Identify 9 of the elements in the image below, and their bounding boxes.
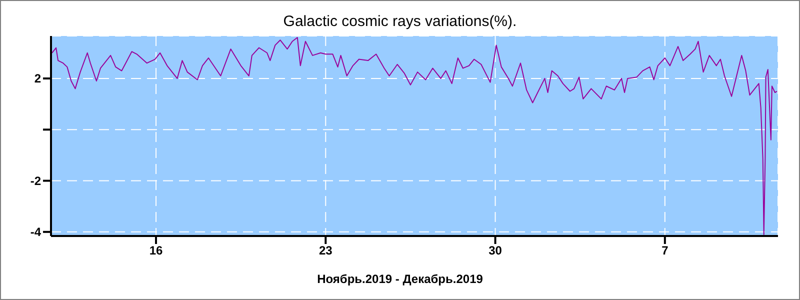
y-tick-label: -2 [30,174,42,188]
x-tick-label: 7 [662,244,669,258]
x-axis-title: Ноябрь.2019 - Декабрь.2019 [316,272,484,286]
x-tick-label: 23 [318,244,333,258]
y-tick-label: 2 [34,72,42,86]
chart-title: Galactic cosmic rays variations(%). [282,13,518,30]
x-tick-label: 30 [488,244,502,258]
x-tick-label: 16 [149,244,164,258]
y-tick-label: -4 [30,225,42,240]
